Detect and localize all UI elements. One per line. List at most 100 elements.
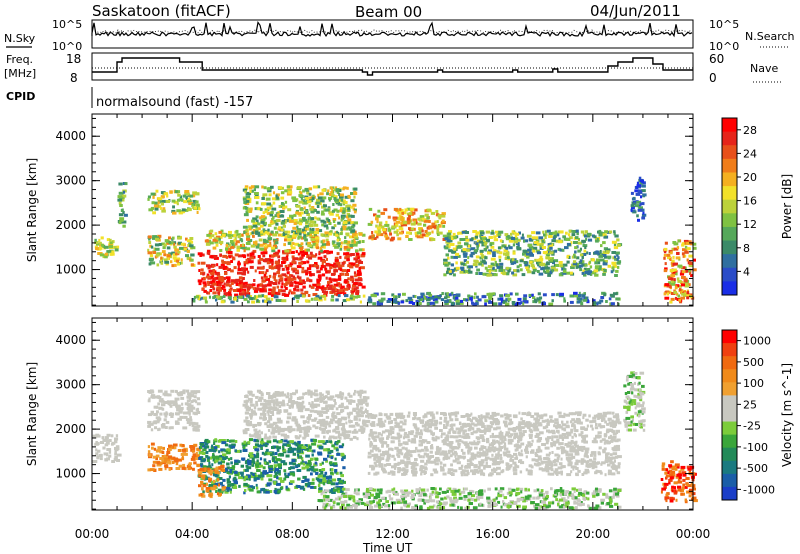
scatter-cell	[368, 296, 372, 300]
scatter-cell	[255, 461, 259, 465]
scatter-cell	[353, 428, 357, 432]
scatter-cell	[421, 233, 426, 237]
scatter-cell	[431, 230, 434, 234]
scatter-cell	[559, 230, 564, 234]
scatter-cell	[541, 468, 546, 472]
scatter-cell	[298, 434, 302, 438]
scatter-cell	[692, 246, 697, 250]
scatter-cell	[223, 292, 229, 296]
scatter-cell	[248, 475, 253, 478]
scatter-cell	[219, 457, 223, 461]
scatter-cell	[230, 234, 235, 238]
scatter-cell	[222, 254, 227, 258]
scatter-cell	[296, 288, 300, 292]
scatter-cell	[276, 196, 279, 200]
scatter-cell	[304, 478, 310, 482]
scatter-cell	[231, 445, 236, 449]
scatter-cell	[248, 452, 254, 456]
scatter-cell	[592, 465, 598, 469]
scatter-cell	[247, 300, 250, 304]
scatter-cell	[432, 225, 437, 229]
scatter-cell	[179, 246, 184, 250]
scatter-cell	[666, 253, 671, 257]
scatter-cell	[582, 260, 585, 264]
scatter-cell	[339, 268, 343, 272]
scatter-cell	[339, 392, 344, 396]
scatter-cell	[352, 282, 358, 285]
scatter-cell	[320, 233, 324, 237]
scatter-cell	[316, 185, 321, 189]
scatter-cell	[526, 255, 530, 259]
scatter-cell	[166, 241, 171, 245]
scatter-cell	[332, 220, 336, 223]
scatter-cell	[161, 242, 166, 246]
scatter-cell	[226, 478, 230, 482]
scatter-cell	[219, 253, 222, 257]
scatter-cell	[414, 295, 417, 298]
scatter-cell	[577, 249, 582, 253]
scatter-cell	[254, 448, 260, 452]
scatter-cell	[150, 410, 154, 414]
scatter-cell	[272, 282, 278, 285]
scatter-cell	[353, 262, 355, 266]
scatter-cell	[395, 220, 401, 224]
scatter-cell	[328, 250, 333, 254]
scatter-cell	[280, 486, 284, 490]
scatter-cell	[284, 274, 288, 278]
scatter-cell	[246, 420, 250, 423]
scatter-cell	[534, 236, 539, 240]
scatter-cell	[469, 297, 473, 301]
scatter-cell	[438, 231, 443, 235]
scatter-cell	[311, 418, 317, 422]
scatter-cell	[424, 230, 428, 233]
scatter-cell	[331, 187, 334, 191]
scatter-cell	[214, 277, 217, 280]
scatter-cell	[338, 216, 341, 220]
scatter-cell	[438, 216, 442, 220]
scatter-cell	[272, 393, 277, 397]
scatter-cell	[286, 257, 289, 261]
scatter-cell	[341, 487, 346, 491]
scatter-cell	[163, 412, 167, 416]
scatter-cell	[268, 467, 274, 471]
scatter-cell	[426, 208, 431, 212]
scatter-cell	[584, 263, 588, 267]
scatter-cell	[285, 281, 291, 285]
scatter-cell	[406, 219, 411, 223]
scatter-cell	[664, 241, 668, 245]
scatter-cell	[154, 243, 160, 247]
scatter-cell	[335, 233, 339, 237]
scatter-cell	[333, 232, 336, 236]
scatter-cell	[536, 242, 542, 246]
scatter-cell	[476, 244, 479, 248]
scatter-cell	[531, 236, 535, 240]
scatter-cell	[454, 418, 459, 422]
scatter-cell	[301, 466, 306, 470]
scatter-cell	[584, 296, 588, 300]
scatter-cell	[486, 292, 491, 296]
scatter-cell	[522, 297, 527, 301]
scatter-cell	[605, 250, 610, 254]
scatter-cell	[680, 283, 685, 287]
scatter-cell	[432, 298, 438, 302]
scatter-cell	[161, 250, 166, 254]
scatter-cell	[260, 431, 263, 435]
scatter-cell	[253, 289, 259, 293]
scatter-cell	[333, 208, 338, 212]
scatter-cell	[287, 472, 291, 476]
scatter-cell	[233, 266, 237, 270]
scatter-cell	[637, 218, 640, 222]
scatter-cell	[551, 268, 554, 272]
scatter-cell	[639, 202, 642, 206]
scatter-cell	[292, 226, 297, 230]
scatter-cell	[424, 446, 428, 450]
scatter-cell	[520, 268, 523, 272]
scatter-cell	[561, 433, 567, 436]
scatter-cell	[249, 190, 252, 193]
scatter-cell	[681, 270, 686, 274]
scatter-cell	[153, 447, 157, 451]
scatter-cell	[610, 302, 615, 306]
scatter-cell	[342, 207, 347, 211]
scatter-cell	[355, 260, 358, 264]
scatter-cell	[148, 453, 152, 457]
